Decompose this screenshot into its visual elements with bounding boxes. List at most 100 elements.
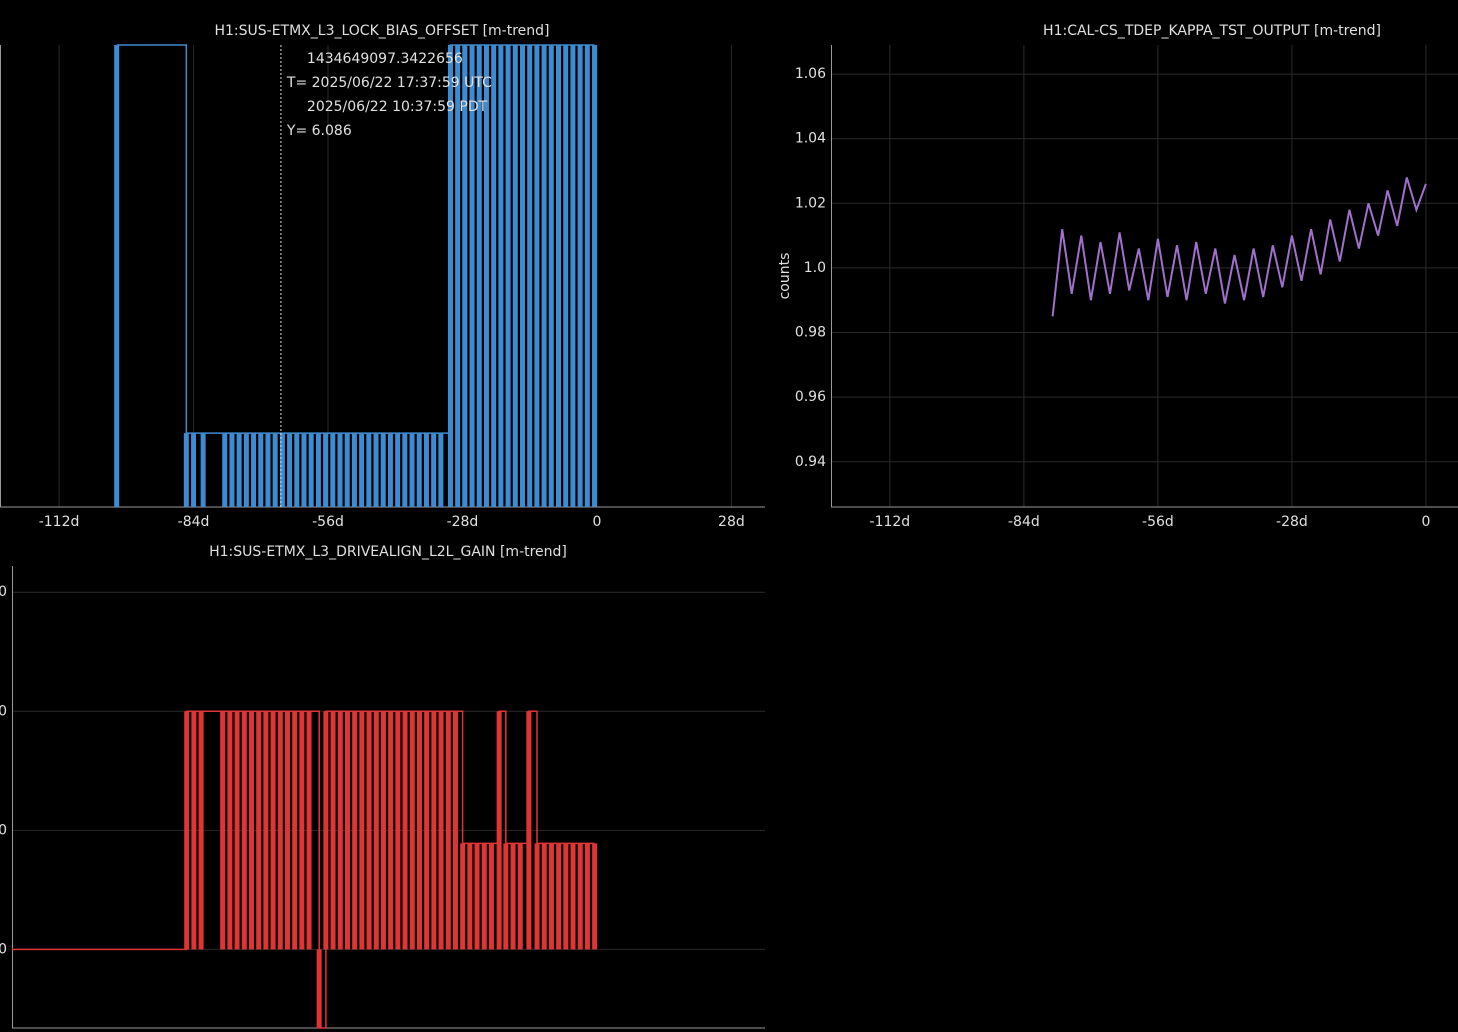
trend-bar [366, 433, 372, 507]
trend-bar [279, 433, 285, 507]
x-tick-label: -56d [312, 514, 344, 530]
trend-bar [548, 45, 554, 507]
trend-bar [229, 433, 235, 507]
trend-bar [563, 45, 569, 507]
trend-bar [373, 711, 379, 950]
y-tick-label: 0.96 [795, 389, 826, 405]
trend-bar [388, 711, 394, 950]
trend-bar [301, 433, 307, 507]
trend-bar [519, 45, 525, 507]
x-tick-label: -84d [178, 514, 210, 530]
trend-bar [114, 45, 120, 507]
y-tick-label: 0 [0, 941, 7, 957]
trend-bar [498, 45, 504, 507]
trend-bar [455, 45, 461, 507]
trend-bar [416, 433, 422, 507]
trend-bar [344, 711, 350, 950]
trend-bar [409, 711, 415, 950]
x-tick-label: -112d [870, 514, 911, 530]
trend-bar [505, 45, 511, 507]
trend-bar [299, 711, 305, 950]
trend-bar [483, 45, 489, 507]
trend-bar [409, 433, 415, 507]
trend-bar [380, 433, 386, 507]
trend-bar [402, 711, 408, 950]
trend-bar [517, 843, 523, 950]
trend-bar [270, 711, 276, 950]
trend-bar [337, 711, 343, 950]
trend-bar [256, 711, 262, 950]
trend-bar [476, 45, 482, 507]
trend-bar [584, 45, 590, 507]
trend-bar [570, 843, 576, 950]
x-tick-label: -28d [447, 514, 479, 530]
x-tick-label: 0 [592, 514, 601, 530]
trend-bar [200, 433, 206, 507]
trend-bar [191, 433, 197, 507]
trend-bar [277, 711, 283, 950]
trend-bar [527, 45, 533, 507]
trend-bar [380, 711, 386, 950]
trend-bar [284, 711, 290, 950]
trend-bar [584, 843, 590, 950]
trend-bar [366, 711, 372, 950]
trend-bar [248, 711, 254, 950]
trend-bar [315, 433, 321, 507]
y-tick-label: 1.0 [804, 260, 826, 276]
trend-bar [344, 433, 350, 507]
trend-bar [330, 711, 336, 950]
trend-bar [452, 711, 458, 950]
cursor-annotation: 2025/06/22 10:37:59 PDT [307, 99, 488, 115]
trend-bar [503, 843, 509, 950]
trend-bar [462, 45, 468, 507]
trend-bar [251, 433, 257, 507]
trend-bar [431, 433, 437, 507]
trend-bar [265, 433, 271, 507]
trend-bar [292, 711, 298, 950]
trend-bar [534, 843, 540, 950]
trend-bar [222, 433, 228, 507]
trend-bar [460, 843, 466, 950]
trend-bar [445, 711, 451, 950]
trend-line [12, 710, 595, 1029]
trend-bar [234, 711, 240, 950]
trend-bar [570, 45, 576, 507]
trend-bar [337, 433, 343, 507]
trend-bar [577, 45, 583, 507]
y-tick-label: 1.04 [795, 131, 826, 147]
trend-bar [227, 711, 233, 950]
y-tick-label: 0.94 [795, 454, 826, 470]
y-tick-label: 1.02 [795, 195, 826, 211]
trend-bar [373, 433, 379, 507]
trend-bar [263, 711, 269, 950]
trend-bar [287, 433, 293, 507]
trend-bar [241, 711, 247, 950]
cursor-annotation: Y= 6.086 [286, 123, 352, 139]
trend-bar [467, 843, 473, 950]
trend-bar [243, 433, 249, 507]
trend-bar [395, 433, 401, 507]
trend-bar [592, 843, 598, 950]
x-tick-label: -112d [39, 514, 80, 530]
y-tick-label: 0 [0, 822, 7, 838]
trend-bar [272, 433, 278, 507]
trend-bar [416, 711, 422, 950]
trend-bar [402, 433, 408, 507]
x-tick-label: -84d [1008, 514, 1040, 530]
trend-bar [236, 433, 242, 507]
trend-bar [198, 711, 204, 950]
trend-bar [191, 711, 197, 950]
plot-title: H1:SUS-ETMX_L3_LOCK_BIAS_OFFSET [m-trend… [214, 23, 549, 39]
trend-bar [183, 433, 189, 507]
trend-bar [534, 45, 540, 507]
trend-bar [556, 45, 562, 507]
trend-bar [308, 433, 314, 507]
cursor-annotation: T= 2025/06/22 17:37:59 UTC [286, 75, 492, 91]
trend-line [1051, 177, 1427, 317]
trend-bar [563, 843, 569, 950]
trend-bar [351, 433, 357, 507]
trend-bar [359, 711, 365, 950]
y-tick-label: 0.98 [795, 325, 826, 341]
trend-bar [294, 433, 300, 507]
